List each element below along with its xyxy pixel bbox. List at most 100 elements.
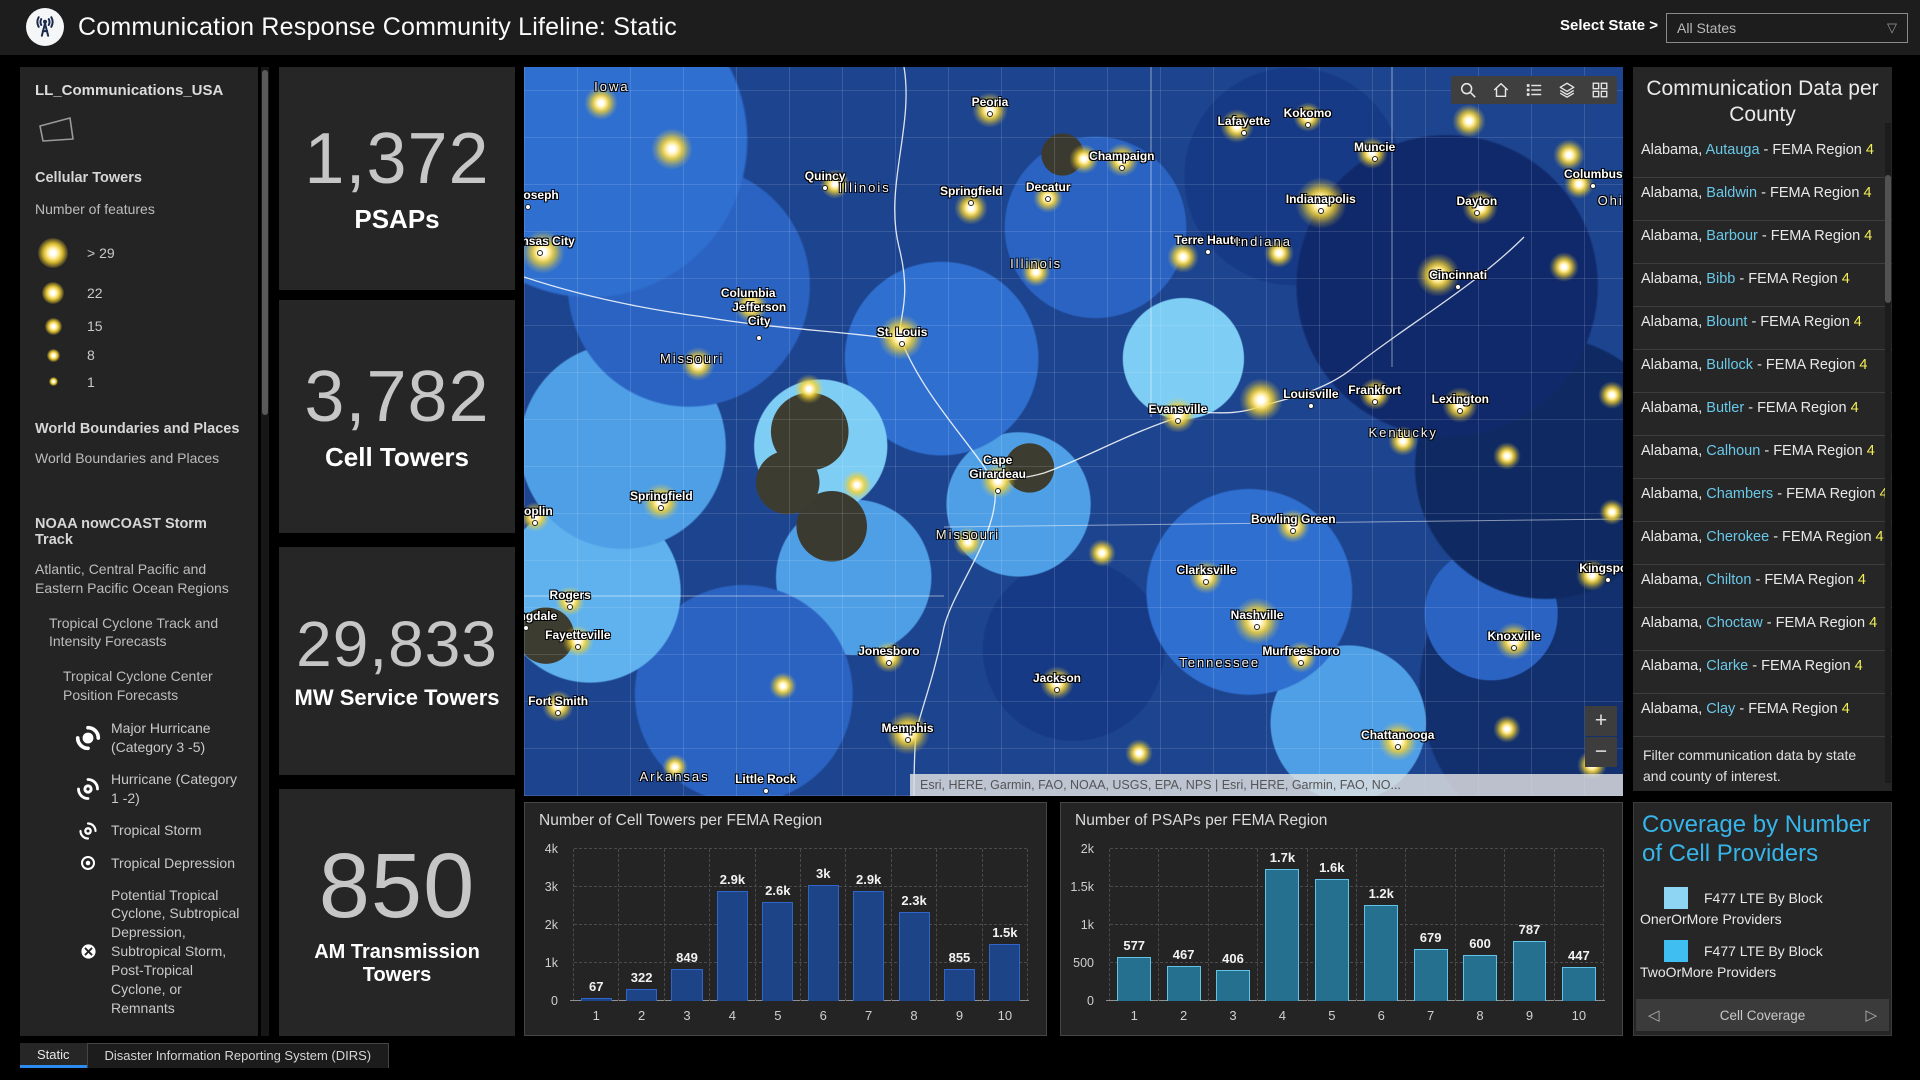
chevron-down-icon: ▽ [1887, 20, 1897, 35]
county-list-item[interactable]: Alabama, Clarke - FEMA Region 4 [1633, 651, 1892, 694]
bar[interactable] [807, 885, 839, 1001]
y-tick-label: 0 [1087, 994, 1094, 1008]
bar[interactable] [1117, 957, 1152, 1001]
county-list-item[interactable]: Alabama, Autauga - FEMA Region 4 [1633, 135, 1892, 178]
city-dot [1204, 249, 1211, 256]
bar-slot: 600 8 [1456, 849, 1506, 1023]
bar-slot: 467 2 [1159, 849, 1209, 1023]
county-state: Alabama, [1641, 700, 1707, 717]
bar[interactable] [671, 968, 703, 1001]
bar-slot: 1.6k 5 [1308, 849, 1358, 1023]
x-tick-label: 9 [955, 1008, 964, 1023]
city-dot [1254, 623, 1261, 630]
gridline [574, 848, 1027, 849]
state-select-dropdown[interactable]: All States ▽ [1666, 13, 1908, 43]
county-name: Calhoun [1706, 442, 1761, 459]
city-dot [525, 203, 532, 210]
legend-panel: LL_Communications_USA Cellular Towers Nu… [20, 67, 258, 1036]
city-dot [1455, 284, 1462, 291]
bar[interactable] [1413, 949, 1448, 1001]
bar[interactable] [1463, 955, 1497, 1001]
map-toolbar [1451, 76, 1617, 104]
scrollbar-thumb[interactable] [262, 70, 268, 415]
home-icon[interactable] [1488, 77, 1514, 103]
state-label: Arkansas [639, 768, 710, 784]
layers-icon[interactable] [1554, 77, 1580, 103]
bar-value-label: 67 [588, 979, 604, 995]
storm-legend-item: Hurricane (Category 1 -2) [75, 770, 248, 808]
bar[interactable] [1364, 905, 1399, 1001]
city-dot [1174, 418, 1181, 425]
city-label: St. Louis [876, 325, 928, 340]
city-dot [994, 488, 1001, 495]
tab-static[interactable]: Static [20, 1043, 87, 1068]
state-label: Tennessee [1179, 654, 1261, 670]
bars-row: 67 1 322 2 849 3 2.9k 4 2.6k 5 3k 6 2.9k 7 2.3k 8 855 9 1.… [574, 849, 1027, 1023]
city-label: Springfield [630, 489, 693, 504]
chart-title: Number of Cell Towers per FEMA Region [539, 812, 823, 829]
next-arrow-button[interactable]: ▷ [1865, 1007, 1877, 1024]
fema-region-number: 4 [1841, 700, 1850, 717]
county-list-item[interactable]: Alabama, Chambers - FEMA Region 4 [1633, 479, 1892, 522]
bar[interactable] [853, 890, 885, 1001]
county-name: Butler [1706, 399, 1745, 416]
county-list-item[interactable]: Alabama, Clay - FEMA Region 4 [1633, 694, 1892, 737]
fema-region-label: - FEMA Region [1747, 313, 1854, 330]
bar[interactable] [626, 988, 658, 1001]
bar[interactable] [1512, 941, 1547, 1001]
county-state: Alabama, [1641, 657, 1707, 674]
bar-slot: 577 1 [1110, 849, 1160, 1023]
x-tick-label: 10 [1571, 1008, 1587, 1023]
y-tick-label: 2k [544, 918, 558, 932]
bar[interactable] [762, 902, 794, 1001]
county-list-item[interactable]: Alabama, Bullock - FEMA Region 4 [1633, 350, 1892, 393]
zoom-in-button[interactable]: + [1585, 706, 1617, 736]
county-list-item[interactable]: Alabama, Baldwin - FEMA Region 4 [1633, 178, 1892, 221]
bar-value-label: 467 [1172, 946, 1195, 962]
county-list-item[interactable]: Alabama, Choctaw - FEMA Region 4 [1633, 608, 1892, 651]
basemap-icon[interactable] [1587, 77, 1613, 103]
city-dot [1371, 398, 1378, 405]
y-tick-label: 2k [1080, 842, 1094, 856]
stat-value: 3,782 [304, 357, 490, 438]
sidebar-scrollbar[interactable] [261, 67, 269, 1036]
county-name: Cherokee [1706, 528, 1770, 545]
feature-size-row: 8 [35, 342, 248, 369]
bar[interactable] [1216, 970, 1250, 1001]
county-list-item[interactable]: Alabama, Barbour - FEMA Region 4 [1633, 221, 1892, 264]
scrollbar-thumb[interactable] [1885, 175, 1891, 303]
zoom-out-button[interactable]: − [1585, 737, 1617, 767]
county-list-item[interactable]: Alabama, Blount - FEMA Region 4 [1633, 307, 1892, 350]
map-panel[interactable]: Iowa Peoria Kokomo Lafayette Muncie Champaign… [524, 67, 1623, 796]
city-dot [567, 604, 574, 611]
bar[interactable] [898, 911, 930, 1001]
tab-disaster-information-reporting-system-dirs[interactable]: Disaster Information Reporting System (D… [86, 1043, 390, 1068]
bar[interactable] [1314, 878, 1349, 1001]
county-list-item[interactable]: Alabama, Calhoun - FEMA Region 4 [1633, 436, 1892, 479]
bar[interactable] [716, 890, 748, 1001]
search-icon[interactable] [1455, 77, 1481, 103]
bar[interactable] [1166, 965, 1201, 1001]
prev-arrow-button[interactable]: ◁ [1648, 1007, 1660, 1024]
county-list-item[interactable]: Alabama, Chilton - FEMA Region 4 [1633, 565, 1892, 608]
bar[interactable] [943, 968, 975, 1001]
fema-region-label: - FEMA Region [1748, 657, 1855, 674]
y-tick-label: 1k [544, 956, 558, 970]
broadcast-tower-icon [26, 8, 64, 46]
county-list-item[interactable]: Alabama, Butler - FEMA Region 4 [1633, 393, 1892, 436]
city-dot [1371, 155, 1378, 162]
legend-icon[interactable] [1521, 77, 1547, 103]
county-list-scrollbar[interactable] [1885, 123, 1891, 783]
county-list-item[interactable]: Alabama, Cherokee - FEMA Region 4 [1633, 522, 1892, 565]
bar[interactable] [1265, 868, 1300, 1001]
storm-legend-item: Tropical Depression [75, 854, 248, 873]
bar[interactable] [989, 944, 1021, 1001]
bar-slot: 67 1 [574, 849, 620, 1023]
county-state: Alabama, [1641, 356, 1707, 373]
bar[interactable] [580, 998, 612, 1001]
county-list-item[interactable]: Alabama, Bibb - FEMA Region 4 [1633, 264, 1892, 307]
bar-slot: 1.2k 6 [1357, 849, 1407, 1023]
chart-plot-area: 0 1k 2k 3k 4k 67 1 322 2 849 3 2.9k 4 2.6k 5 3k 6 2.9k 7 2.… [545, 842, 1029, 1023]
bar-value-label: 2.9k [855, 871, 882, 887]
bar[interactable] [1561, 967, 1596, 1001]
